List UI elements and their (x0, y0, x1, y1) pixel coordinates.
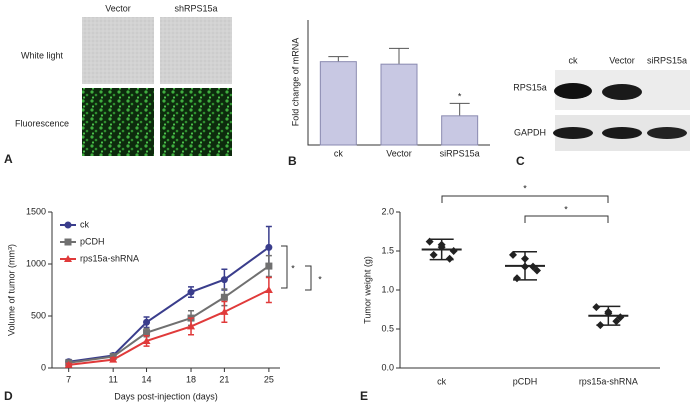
point (509, 250, 517, 259)
series-line (68, 289, 270, 366)
significance-bracket (441, 195, 609, 223)
x-axis-label: Days post-injection (days) (114, 391, 218, 401)
micrograph (82, 17, 154, 84)
x-tick-label: 11 (108, 374, 117, 384)
y-tick-label: 1.0 (381, 284, 394, 294)
annotation: * (564, 204, 568, 214)
marker (187, 322, 196, 330)
y-tick-label: 2.0 (381, 206, 394, 216)
x-tick-label: ck (334, 148, 344, 158)
marker (64, 360, 73, 368)
point (429, 250, 438, 259)
panel-label: A (4, 152, 13, 166)
annotation: * (523, 183, 527, 193)
protein-label: RPS15a (513, 82, 547, 92)
marker (142, 336, 151, 344)
marker (64, 221, 72, 229)
band (602, 84, 642, 100)
y-axis-label: Fold change of mRNA (290, 38, 300, 127)
panel-label: C (516, 154, 525, 168)
marker (220, 276, 228, 284)
row-label: White light (21, 50, 64, 60)
panel-c: ck Vector siRPS15a RPS15a GAPDH C (513, 55, 690, 168)
x-tick-label: siRPS15a (440, 148, 480, 158)
column-label: shRPS15a (174, 3, 217, 13)
series-line (68, 265, 270, 364)
annotation: * (318, 274, 322, 284)
x-tick-label: 18 (186, 374, 196, 384)
marker (109, 355, 118, 363)
y-axis-label: Tumor weight (g) (362, 256, 372, 324)
marker (64, 238, 72, 246)
point (449, 247, 458, 255)
panel-label: D (4, 389, 13, 403)
y-tick-label: 1500 (26, 206, 46, 216)
axis (399, 212, 660, 369)
point (592, 303, 601, 312)
marker (265, 262, 273, 270)
band (647, 127, 687, 139)
lane-label: Vector (609, 55, 635, 65)
marker (143, 318, 151, 326)
series-line (68, 246, 270, 363)
legend-label: pCDH (80, 236, 105, 246)
panel-label: E (360, 389, 368, 403)
band (554, 83, 592, 99)
x-tick-label: pCDH (513, 376, 538, 386)
marker (264, 286, 273, 293)
point (445, 254, 454, 263)
x-tick-label: Vector (386, 148, 412, 158)
micrograph (160, 17, 232, 84)
y-tick-label: 0.0 (381, 362, 394, 372)
bar (380, 63, 418, 146)
axis (307, 20, 490, 146)
x-tick-label: rps15a-shRNA (579, 376, 638, 386)
bar (319, 61, 357, 146)
x-tick-label: 21 (219, 374, 229, 384)
y-tick-label: 1.5 (381, 245, 394, 255)
y-tick-label: 0 (41, 362, 46, 372)
significance-bracket (281, 245, 312, 291)
marker (220, 293, 228, 301)
marker (187, 288, 195, 296)
panel-a: Vector shRPS15a White light Fluorescence… (4, 3, 232, 166)
protein-label: GAPDH (514, 127, 546, 137)
x-tick-label: ck (437, 376, 447, 386)
point (513, 274, 521, 283)
panel-label: B (288, 154, 297, 168)
lane-label: siRPS15a (647, 55, 687, 65)
y-tick-label: 500 (31, 310, 46, 320)
annotation: * (458, 92, 462, 102)
x-tick-label: 14 (142, 374, 152, 384)
y-tick-label: 0.5 (381, 323, 394, 333)
point (612, 317, 621, 326)
micrograph (82, 88, 154, 156)
x-tick-label: 25 (264, 374, 274, 384)
marker (220, 307, 229, 315)
marker (265, 243, 273, 251)
column-label: Vector (105, 3, 131, 13)
legend-label: ck (80, 219, 90, 229)
bar (441, 115, 479, 146)
band (553, 127, 593, 139)
y-tick-label: 1000 (26, 258, 46, 268)
x-tick-label: 7 (66, 374, 71, 384)
lane-label: ck (569, 55, 579, 65)
micrograph (160, 88, 232, 156)
row-label: Fluorescence (15, 118, 69, 128)
marker (64, 255, 72, 262)
legend-label: rps15a-shRNA (80, 253, 139, 263)
band (602, 127, 642, 139)
y-axis-label: Volume of tumor (mm³) (6, 244, 16, 336)
marker (143, 329, 151, 337)
annotation: * (291, 263, 295, 273)
